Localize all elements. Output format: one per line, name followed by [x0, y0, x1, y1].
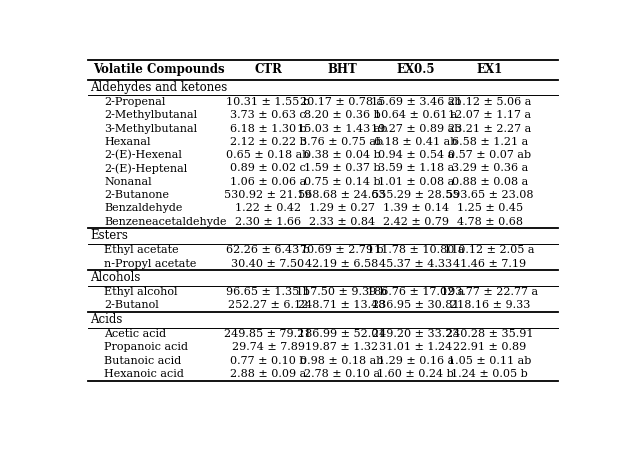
Text: 6.18 ± 0.41 ab: 6.18 ± 0.41 ab — [374, 137, 457, 147]
Text: Ethyl acetate: Ethyl acetate — [104, 245, 179, 255]
Text: 3.73 ± 0.63 c: 3.73 ± 0.63 c — [230, 110, 306, 120]
Text: 3.59 ± 1.18 a: 3.59 ± 1.18 a — [378, 163, 454, 173]
Text: 15.03 ± 1.43 ab: 15.03 ± 1.43 ab — [297, 123, 387, 133]
Text: 1.01 ± 0.08 a: 1.01 ± 0.08 a — [378, 177, 454, 187]
Text: Volatile Compounds: Volatile Compounds — [93, 64, 225, 76]
Text: 0.57 ± 0.07 ab: 0.57 ± 0.07 ab — [448, 150, 531, 160]
Text: 6.18 ± 1.30 b: 6.18 ± 1.30 b — [230, 123, 306, 133]
Text: 1.39 ± 0.14: 1.39 ± 0.14 — [383, 203, 449, 213]
Text: Aldehydes and ketones: Aldehydes and ketones — [90, 81, 227, 94]
Text: CTR: CTR — [254, 64, 282, 76]
Text: 2.33 ± 0.84: 2.33 ± 0.84 — [309, 217, 375, 227]
Text: 530.92 ± 21.19: 530.92 ± 21.19 — [224, 190, 312, 200]
Text: 117.50 ± 9.39 b: 117.50 ± 9.39 b — [297, 287, 387, 297]
Text: 31.01 ± 1.24: 31.01 ± 1.24 — [379, 342, 452, 352]
Text: 2-Methylbutanal: 2-Methylbutanal — [104, 110, 197, 120]
Text: 1.05 ± 0.11 ab: 1.05 ± 0.11 ab — [448, 356, 532, 366]
Text: 0.98 ± 0.18 ab: 0.98 ± 0.18 ab — [301, 356, 384, 366]
Text: Acids: Acids — [90, 313, 122, 326]
Text: Benzeneacetaldehyde: Benzeneacetaldehyde — [104, 217, 227, 227]
Text: 568.68 ± 24.63: 568.68 ± 24.63 — [298, 190, 386, 200]
Text: 2.78 ± 0.10 a: 2.78 ± 0.10 a — [304, 369, 380, 379]
Text: 2.30 ± 1.66: 2.30 ± 1.66 — [235, 217, 301, 227]
Text: Hexanal: Hexanal — [104, 137, 151, 147]
Text: 2-(E)-Hexenal: 2-(E)-Hexenal — [104, 150, 182, 160]
Text: 3-Methylbutanal: 3-Methylbutanal — [104, 123, 197, 133]
Text: 30.40 ± 7.50: 30.40 ± 7.50 — [231, 258, 304, 268]
Text: 186.99 ± 52.01: 186.99 ± 52.01 — [298, 329, 386, 339]
Text: 249.20 ± 33.23: 249.20 ± 33.23 — [372, 329, 459, 339]
Text: 236.95 ± 30.81: 236.95 ± 30.81 — [372, 301, 459, 311]
Text: 0.65 ± 0.18 ab: 0.65 ± 0.18 ab — [226, 150, 310, 160]
Text: 1.29 ± 0.16 a: 1.29 ± 0.16 a — [378, 356, 454, 366]
Text: 0.38 ± 0.04 b: 0.38 ± 0.04 b — [304, 150, 381, 160]
Text: 62.26 ± 6.43 b: 62.26 ± 6.43 b — [226, 245, 310, 255]
Text: 2-Butanone: 2-Butanone — [104, 190, 169, 200]
Text: Acetic acid: Acetic acid — [104, 329, 166, 339]
Text: 10.64 ± 0.61 a: 10.64 ± 0.61 a — [374, 110, 457, 120]
Text: 6.58 ± 1.21 a: 6.58 ± 1.21 a — [452, 137, 528, 147]
Text: 19.27 ± 0.89 ab: 19.27 ± 0.89 ab — [370, 123, 461, 133]
Text: 1.06 ± 0.06 a: 1.06 ± 0.06 a — [230, 177, 306, 187]
Text: 193.77 ± 22.77 a: 193.77 ± 22.77 a — [441, 287, 538, 297]
Text: 248.71 ± 13.48: 248.71 ± 13.48 — [298, 301, 386, 311]
Text: 555.29 ± 28.55: 555.29 ± 28.55 — [372, 190, 459, 200]
Text: 186.76 ± 17.02 a: 186.76 ± 17.02 a — [367, 287, 464, 297]
Text: 23.21 ± 2.27 a: 23.21 ± 2.27 a — [448, 123, 531, 133]
Text: EX0.5: EX0.5 — [396, 64, 435, 76]
Text: 1.22 ± 0.42: 1.22 ± 0.42 — [235, 203, 301, 213]
Text: 2.42 ± 0.79: 2.42 ± 0.79 — [383, 217, 449, 227]
Text: 240.28 ± 35.91: 240.28 ± 35.91 — [446, 329, 534, 339]
Text: 2.88 ± 0.09 a: 2.88 ± 0.09 a — [230, 369, 306, 379]
Text: 20.17 ± 0.78 a: 20.17 ± 0.78 a — [301, 97, 384, 107]
Text: Benzaldehyde: Benzaldehyde — [104, 203, 183, 213]
Text: 1.29 ± 0.27: 1.29 ± 0.27 — [309, 203, 375, 213]
Text: 1.59 ± 0.37 b: 1.59 ± 0.37 b — [304, 163, 381, 173]
Text: 96.65 ± 1.35 b: 96.65 ± 1.35 b — [226, 287, 310, 297]
Text: Nonanal: Nonanal — [104, 177, 152, 187]
Text: 2.12 ± 0.22 b: 2.12 ± 0.22 b — [230, 137, 306, 147]
Text: Propanoic acid: Propanoic acid — [104, 342, 188, 352]
Text: 0.75 ± 0.14 b: 0.75 ± 0.14 b — [304, 177, 381, 187]
Text: 2-Butanol: 2-Butanol — [104, 301, 159, 311]
Text: 111.78 ± 10.80 a: 111.78 ± 10.80 a — [367, 245, 464, 255]
Text: Esters: Esters — [90, 229, 128, 242]
Text: 1.60 ± 0.24 b: 1.60 ± 0.24 b — [377, 369, 454, 379]
Text: 2-(E)-Heptenal: 2-(E)-Heptenal — [104, 163, 187, 174]
Text: 218.16 ± 9.33: 218.16 ± 9.33 — [450, 301, 530, 311]
Text: 15.69 ± 3.46 ab: 15.69 ± 3.46 ab — [370, 97, 461, 107]
Text: 42.19 ± 6.58: 42.19 ± 6.58 — [306, 258, 379, 268]
Text: 0.77 ± 0.10 b: 0.77 ± 0.10 b — [230, 356, 306, 366]
Text: 0.94 ± 0.54 a: 0.94 ± 0.54 a — [378, 150, 454, 160]
Text: 12.07 ± 1.17 a: 12.07 ± 1.17 a — [448, 110, 531, 120]
Text: Alcohols: Alcohols — [90, 271, 140, 284]
Text: 1.25 ± 0.45: 1.25 ± 0.45 — [457, 203, 523, 213]
Text: 21.12 ± 5.06 a: 21.12 ± 5.06 a — [448, 97, 532, 107]
Text: 22.91 ± 0.89: 22.91 ± 0.89 — [453, 342, 526, 352]
Text: 593.65 ± 23.08: 593.65 ± 23.08 — [446, 190, 534, 200]
Text: 70.69 ± 2.79 b: 70.69 ± 2.79 b — [300, 245, 384, 255]
Text: 41.46 ± 7.19: 41.46 ± 7.19 — [453, 258, 526, 268]
Text: n-Propyl acetate: n-Propyl acetate — [104, 258, 197, 268]
Text: 252.27 ± 6.12: 252.27 ± 6.12 — [228, 301, 308, 311]
Text: Hexanoic acid: Hexanoic acid — [104, 369, 184, 379]
Text: EX1: EX1 — [477, 64, 503, 76]
Text: 8.20 ± 0.36 b: 8.20 ± 0.36 b — [304, 110, 381, 120]
Text: 10.31 ± 1.55 b: 10.31 ± 1.55 b — [226, 97, 310, 107]
Text: Butanoic acid: Butanoic acid — [104, 356, 181, 366]
Text: 19.87 ± 1.32: 19.87 ± 1.32 — [306, 342, 379, 352]
Text: 110.12 ± 2.05 a: 110.12 ± 2.05 a — [445, 245, 535, 255]
Text: 2-Propenal: 2-Propenal — [104, 97, 166, 107]
Text: Ethyl alcohol: Ethyl alcohol — [104, 287, 178, 297]
Text: 0.88 ± 0.08 a: 0.88 ± 0.08 a — [452, 177, 528, 187]
Text: 29.74 ± 7.89: 29.74 ± 7.89 — [232, 342, 304, 352]
Text: 3.29 ± 0.36 a: 3.29 ± 0.36 a — [452, 163, 528, 173]
Text: 3.76 ± 0.75 ab: 3.76 ± 0.75 ab — [301, 137, 384, 147]
Text: 249.85 ± 79.21: 249.85 ± 79.21 — [224, 329, 312, 339]
Text: 0.89 ± 0.02 c: 0.89 ± 0.02 c — [230, 163, 306, 173]
Text: 45.37 ± 4.33: 45.37 ± 4.33 — [379, 258, 452, 268]
Text: BHT: BHT — [327, 64, 357, 76]
Text: 1.24 ± 0.05 b: 1.24 ± 0.05 b — [451, 369, 528, 379]
Text: 4.78 ± 0.68: 4.78 ± 0.68 — [457, 217, 523, 227]
